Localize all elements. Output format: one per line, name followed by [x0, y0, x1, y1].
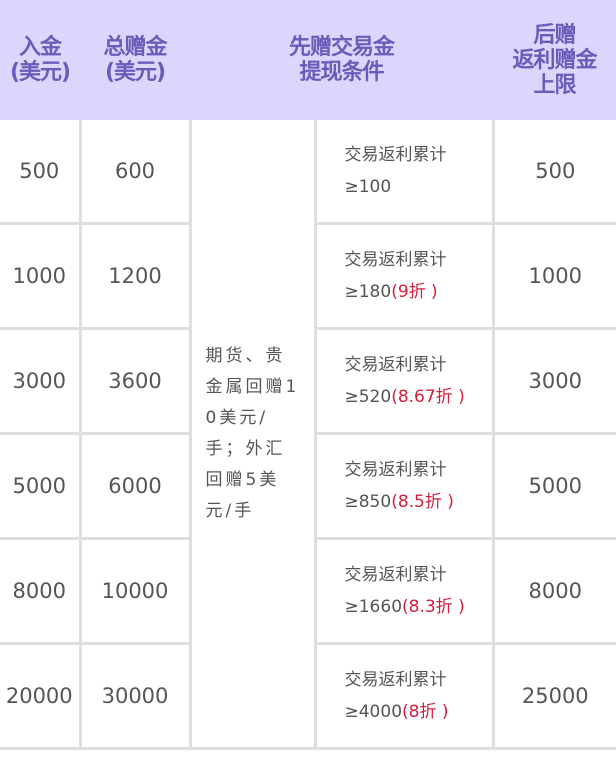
threshold: ≥850: [344, 492, 392, 512]
header-text: 返利赠金: [512, 47, 598, 73]
bonus-cell: 1200: [78, 222, 192, 330]
deposit-cell: 20000: [0, 642, 82, 750]
cap-cell: 5000: [491, 432, 616, 540]
header-text: 上限: [533, 72, 577, 98]
cap-cell: 1000: [491, 222, 616, 330]
table-row: 3000 3600 交易返利累计 ≥520(8.67折 ) 3000: [0, 327, 616, 435]
threshold: ≥4000: [344, 702, 403, 722]
bonus-cell: 30000: [78, 642, 192, 750]
bonus-table: 入金 (美元) 总赠金 (美元) 先赠交易金 提现条件 后赠 返利赠金 上限 500 60…: [0, 0, 616, 750]
discount: (9折 ): [391, 282, 438, 302]
header-text: 入金: [18, 35, 62, 60]
condition-cell: 交易返利累计 ≥520(8.67折 ): [313, 327, 495, 435]
condition-label: 交易返利累计: [344, 145, 447, 165]
condition-label: 交易返利累计: [344, 670, 447, 690]
table-row: 5000 6000 交易返利累计 ≥850(8.5折 ) 5000: [0, 432, 616, 540]
condition-label: 交易返利累计: [344, 565, 447, 585]
deposit-cell: 500: [0, 120, 82, 225]
header-text: 后赠: [533, 22, 577, 48]
header-rebate-cap: 后赠 返利赠金 上限: [493, 0, 616, 120]
table-row: 8000 10000 交易返利累计 ≥1660(8.3折 ) 8000: [0, 537, 616, 645]
bonus-cell: 10000: [78, 537, 192, 645]
condition-label: 交易返利累计: [344, 460, 447, 480]
discount: (8.5折 ): [391, 492, 454, 512]
condition-label: 交易返利累计: [344, 355, 447, 375]
condition-label: 交易返利累计: [344, 250, 447, 270]
discount: (8折 ): [402, 702, 449, 722]
cap-cell: 25000: [491, 642, 616, 750]
bonus-cell: 3600: [78, 327, 192, 435]
discount: (8.3折 ): [402, 597, 465, 617]
header-text: 总赠金: [103, 35, 167, 60]
header-text: 提现条件: [299, 60, 385, 85]
header-text: 先赠交易金: [289, 35, 395, 60]
table-body: 500 600 期货、贵金属回赠10美元/手；外汇回赠5美元/手 交易返利累计 ≥10…: [0, 120, 616, 750]
header-text: (美元): [9, 60, 71, 85]
threshold: ≥100: [344, 177, 392, 197]
threshold: ≥180: [344, 282, 392, 302]
deposit-cell: 3000: [0, 327, 82, 435]
bonus-cell: 600: [78, 120, 192, 225]
condition-cell: 交易返利累计 ≥100: [313, 120, 495, 225]
header-withdraw-condition: 先赠交易金 提现条件: [190, 0, 494, 120]
header-row: 入金 (美元) 总赠金 (美元) 先赠交易金 提现条件 后赠 返利赠金 上限: [0, 0, 616, 120]
table-row: 20000 30000 交易返利累计 ≥4000(8折 ) 25000: [0, 642, 616, 750]
condition-cell: 交易返利累计 ≥180(9折 ): [313, 222, 495, 330]
condition-cell: 交易返利累计 ≥850(8.5折 ): [313, 432, 495, 540]
cap-cell: 500: [491, 120, 616, 225]
table-row: 1000 1200 交易返利累计 ≥180(9折 ) 1000: [0, 222, 616, 330]
header-text: (美元): [104, 60, 166, 85]
bonus-cell: 6000: [78, 432, 192, 540]
condition-cell: 交易返利累计 ≥1660(8.3折 ): [313, 537, 495, 645]
deposit-cell: 1000: [0, 222, 82, 330]
discount: (8.67折 ): [391, 387, 465, 407]
threshold: ≥520: [344, 387, 392, 407]
header-deposit: 入金 (美元): [0, 0, 80, 120]
deposit-cell: 8000: [0, 537, 82, 645]
cap-cell: 3000: [491, 327, 616, 435]
rebate-note-cell: 期货、贵金属回赠10美元/手；外汇回赠5美元/手: [188, 120, 317, 750]
cap-cell: 8000: [491, 537, 616, 645]
condition-cell: 交易返利累计 ≥4000(8折 ): [313, 642, 495, 750]
table-row: 500 600 期货、贵金属回赠10美元/手；外汇回赠5美元/手 交易返利累计 ≥10…: [0, 120, 616, 750]
header-total-bonus: 总赠金 (美元): [80, 0, 190, 120]
deposit-cell: 5000: [0, 432, 82, 540]
threshold: ≥1660: [344, 597, 403, 617]
